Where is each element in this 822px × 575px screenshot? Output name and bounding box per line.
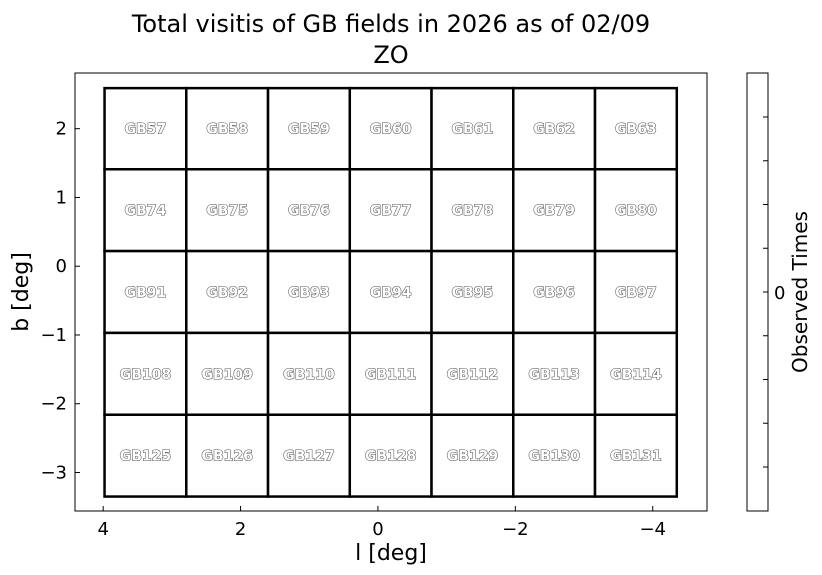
field-label: GB77 <box>370 203 412 219</box>
y-tick-label: 2 <box>56 119 67 140</box>
field-label: GB127 <box>283 449 334 465</box>
field-cell <box>512 168 597 253</box>
y-axis-label: b [deg] <box>9 252 34 332</box>
field-cell <box>430 413 515 498</box>
field-label: GB129 <box>447 449 498 465</box>
field-cell <box>185 413 270 498</box>
x-tick-label: 0 <box>372 519 383 540</box>
field-label: GB59 <box>288 122 330 138</box>
field-label: GB96 <box>533 285 575 301</box>
field-cell <box>348 249 433 335</box>
x-tick-label: 2 <box>235 519 246 540</box>
chart-title: Total visitis of GB fields in 2026 as of… <box>131 10 650 38</box>
field-label: GB94 <box>370 285 412 301</box>
x-tick-label: 4 <box>97 519 108 540</box>
field-label: GB75 <box>206 203 248 219</box>
field-cell <box>593 249 679 335</box>
field-label: GB91 <box>125 285 167 301</box>
y-tick-label: 1 <box>56 187 67 208</box>
field-label: GB114 <box>610 367 662 383</box>
field-cell <box>103 249 188 335</box>
field-label: GB63 <box>615 122 657 138</box>
field-label: GB76 <box>288 203 330 219</box>
field-cell <box>430 331 515 416</box>
field-label: GB125 <box>120 449 171 465</box>
field-label: GB80 <box>615 203 657 219</box>
field-label: GB74 <box>125 203 167 219</box>
field-cell <box>512 413 597 498</box>
field-label: GB95 <box>452 285 494 301</box>
field-cell <box>593 86 679 171</box>
field-label: GB60 <box>370 122 412 138</box>
field-cell <box>512 249 597 335</box>
colorbar-label: Observed Times <box>788 211 812 373</box>
field-cell <box>185 249 270 335</box>
field-cell <box>103 86 188 171</box>
y-tick-label: −1 <box>40 325 67 346</box>
field-label: GB78 <box>452 203 494 219</box>
field-label: GB112 <box>447 367 498 383</box>
y-tick-label: −2 <box>40 394 67 415</box>
field-label: GB130 <box>528 449 580 465</box>
x-axis-label: l [deg] <box>355 541 427 566</box>
field-label: GB93 <box>288 285 330 301</box>
field-cell <box>593 413 679 498</box>
field-label: GB108 <box>120 367 171 383</box>
x-tick-label: −4 <box>639 519 666 540</box>
field-label: GB97 <box>615 285 657 301</box>
field-label: GB62 <box>533 122 575 138</box>
field-label: GB113 <box>528 367 579 383</box>
field-cell <box>430 86 515 171</box>
x-tick-label: −2 <box>502 519 529 540</box>
field-label: GB57 <box>125 122 167 138</box>
field-label: GB58 <box>206 122 248 138</box>
field-label: GB126 <box>201 449 252 465</box>
field-label: GB92 <box>206 285 248 301</box>
colorbar-tick-label: 0 <box>774 283 785 304</box>
chart-subtitle: ZO <box>373 41 408 69</box>
y-tick-label: −3 <box>40 462 67 483</box>
field-cell <box>430 249 515 335</box>
field-cell <box>593 331 679 416</box>
field-cell <box>348 168 433 253</box>
field-cell <box>103 331 188 416</box>
field-label: GB109 <box>201 367 252 383</box>
y-tick-label: 0 <box>56 256 67 277</box>
field-label: GB131 <box>610 449 661 465</box>
field-label: GB111 <box>365 367 416 383</box>
field-label: GB128 <box>365 449 416 465</box>
field-label: GB110 <box>283 367 335 383</box>
field-label: GB61 <box>452 122 494 138</box>
field-cell <box>185 168 270 253</box>
field-label: GB79 <box>533 203 575 219</box>
